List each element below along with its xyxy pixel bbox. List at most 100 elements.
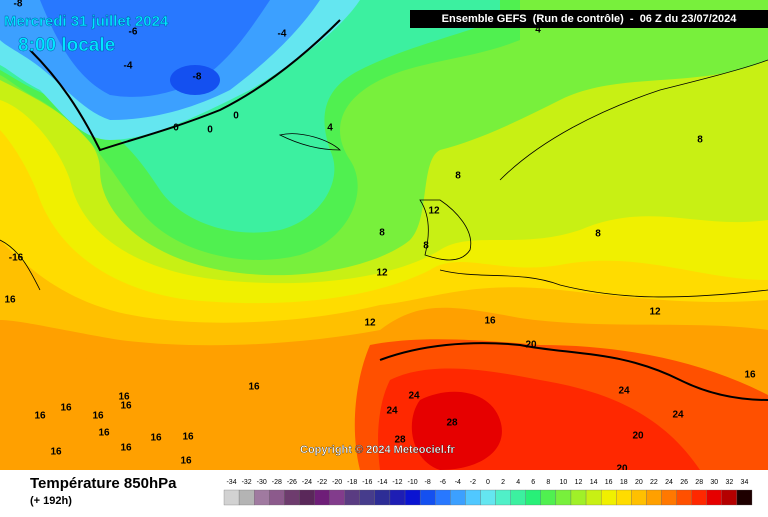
- legend-label: -34: [226, 479, 236, 486]
- legend-label: -4: [455, 479, 461, 486]
- run-banner: [410, 10, 768, 28]
- variable-title: Température 850hPa: [30, 475, 177, 492]
- contour-label: 16: [120, 401, 132, 412]
- contour-label: 0: [233, 111, 239, 122]
- legend-label: -18: [347, 479, 357, 486]
- legend-label: -10: [408, 479, 418, 486]
- contour-label: 4: [535, 25, 541, 36]
- legend-swatch: [435, 489, 451, 506]
- contour-label: 0: [207, 125, 213, 136]
- contour-label: 16: [34, 411, 46, 422]
- legend-label: -8: [425, 479, 431, 486]
- contour-label: 16: [120, 443, 132, 454]
- legend-label: -2: [470, 479, 476, 486]
- legend-label: -24: [302, 479, 312, 486]
- contour-label: 24: [386, 406, 398, 417]
- contour-label: 8: [379, 228, 385, 239]
- contour-label: 0: [173, 123, 179, 134]
- legend-label: 4: [516, 479, 520, 486]
- legend-label: 32: [725, 479, 733, 486]
- coastline: [0, 239, 41, 291]
- legend-label: 8: [546, 479, 550, 486]
- legend-label: 0: [486, 479, 490, 486]
- contour-label: 12: [376, 268, 388, 279]
- contour-label: 16: [248, 382, 260, 393]
- coastline: [439, 269, 768, 298]
- temperature-zone: [40, 0, 270, 97]
- contour-label: 24: [408, 391, 420, 402]
- legend-label: -28: [272, 479, 282, 486]
- lead-time: (+ 192h): [30, 495, 72, 507]
- temperature-zone: [411, 391, 502, 470]
- contour-label: 20: [616, 464, 628, 475]
- legend-swatch: [706, 489, 722, 506]
- legend-swatch: [329, 489, 345, 506]
- legend-label: 18: [620, 479, 628, 486]
- legend-swatch: [389, 489, 406, 506]
- legend-label: -30: [257, 479, 267, 486]
- temperature-zone: [170, 65, 220, 95]
- legend-swatch: [721, 489, 738, 506]
- legend-label: 30: [710, 479, 718, 486]
- contour-label: 12: [649, 307, 661, 318]
- legend-swatch: [299, 489, 315, 506]
- legend-label: 26: [680, 479, 688, 486]
- legend-swatch: [450, 489, 466, 506]
- forecast-time: 8:00 locale: [18, 35, 115, 56]
- legend-label: 14: [590, 479, 598, 486]
- contour-label: 8: [595, 229, 601, 240]
- legend-label: -14: [377, 479, 387, 486]
- coastlines: [0, 19, 768, 401]
- legend-swatch: [359, 489, 376, 506]
- contour-label: 16: [98, 428, 110, 439]
- legend-swatch: [419, 489, 436, 506]
- contour-label: 20: [525, 340, 537, 351]
- legend-swatch: [374, 489, 391, 506]
- contour-label: 24: [618, 386, 630, 397]
- legend-label: -12: [392, 479, 402, 486]
- legend-swatch: [540, 489, 557, 506]
- contour-label: 16: [150, 433, 162, 444]
- legend-swatch: [465, 489, 481, 506]
- legend-swatch: [555, 489, 572, 506]
- legend-swatch: [223, 489, 240, 506]
- coastline: [379, 342, 768, 401]
- legend-label: 28: [695, 479, 703, 486]
- contour-label: 16: [4, 295, 16, 306]
- contour-label: -16: [9, 253, 24, 264]
- legend-label: -6: [440, 479, 446, 486]
- legend-swatch: [570, 489, 587, 506]
- legend-swatch: [646, 489, 662, 506]
- contour-label: 16: [118, 392, 130, 403]
- legend-swatch: [525, 489, 541, 506]
- legend-swatch: [691, 489, 707, 506]
- contour-label: 16: [180, 456, 192, 467]
- contour-label: 20: [632, 431, 644, 442]
- contour-label: 8: [423, 241, 429, 252]
- legend-swatch: [404, 489, 421, 506]
- legend-swatch: [254, 489, 270, 506]
- contour-label: 28: [446, 418, 458, 429]
- legend-label: 20: [635, 479, 643, 486]
- legend-swatch: [661, 489, 677, 506]
- legend-swatch: [269, 489, 285, 506]
- legend-swatch: [344, 489, 360, 506]
- legend-swatch: [631, 489, 647, 506]
- contour-label: 12: [428, 206, 440, 217]
- legend-label: -20: [332, 479, 342, 486]
- legend-label: -16: [362, 479, 372, 486]
- legend-label: 16: [605, 479, 613, 486]
- legend-label: 34: [741, 479, 749, 486]
- legend-label: 6: [531, 479, 535, 486]
- contour-label: 8: [455, 171, 461, 182]
- legend-label: 2: [501, 479, 505, 486]
- coastline: [278, 133, 341, 151]
- contour-label: 16: [92, 411, 104, 422]
- legend-swatch: [284, 489, 300, 506]
- contour-label: 8: [697, 135, 703, 146]
- legend-swatch: [495, 489, 511, 506]
- contour-label: 16: [60, 403, 72, 414]
- legend-label: -32: [242, 479, 252, 486]
- legend-swatch: [510, 489, 526, 506]
